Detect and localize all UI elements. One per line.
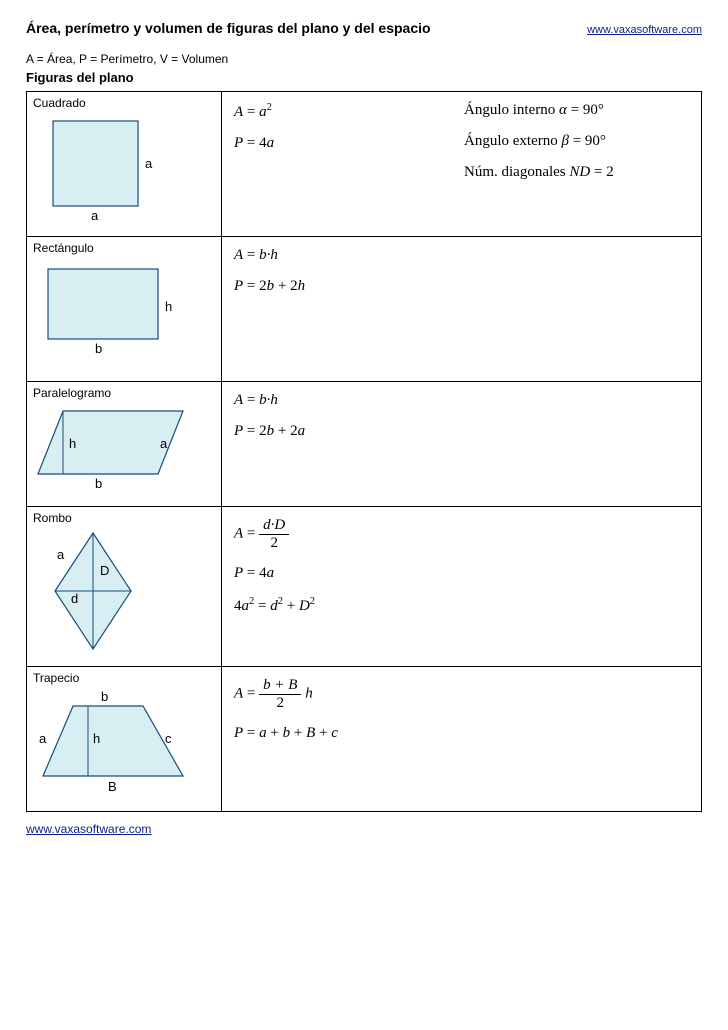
formula: P = 2b + 2a xyxy=(234,423,689,440)
label-h: h xyxy=(69,436,76,451)
formula: Ángulo interno α = 90° xyxy=(464,102,614,119)
shape-cell-paralelogramo: Paralelogramo h a b xyxy=(27,382,222,507)
shape-cell-rectangulo: Rectángulo h b xyxy=(27,237,222,382)
formula: P = 4a xyxy=(234,135,424,152)
section-title: Figuras del plano xyxy=(26,70,702,85)
table-row: Rectángulo h b A = b·h P = 2b + 2h xyxy=(27,237,702,382)
shape-name: Trapecio xyxy=(33,671,215,685)
footer-url-link[interactable]: www.vaxasoftware.com xyxy=(26,822,151,836)
formula: Núm. diagonales ND = 2 xyxy=(464,164,614,181)
formula: A = a2 xyxy=(234,102,424,121)
label-h: h xyxy=(93,731,100,746)
diagram-paralelogramo: h a b xyxy=(33,406,193,496)
page-title: Área, perímetro y volumen de figuras del… xyxy=(26,20,567,36)
label-a: a xyxy=(57,547,64,562)
formula: A = d·D2 xyxy=(234,517,689,551)
formula: P = 2b + 2h xyxy=(234,278,689,295)
label-b: b xyxy=(95,341,102,356)
header-row: Área, perímetro y volumen de figuras del… xyxy=(26,20,702,36)
formulas-cell-rectangulo: A = b·h P = 2b + 2h xyxy=(222,237,702,382)
label-d: d xyxy=(71,591,78,606)
formula: A = b·h xyxy=(234,392,689,409)
formula: P = a + b + B + c xyxy=(234,725,689,742)
formula: P = 4a xyxy=(234,565,689,582)
label-c: c xyxy=(165,731,172,746)
shape-name: Rombo xyxy=(33,511,215,525)
label-h: h xyxy=(165,299,172,314)
shape-cell-cuadrado: Cuadrado a a xyxy=(27,92,222,237)
label-B: B xyxy=(108,779,117,794)
label-a: a xyxy=(39,731,46,746)
table-row: Trapecio b a h c B A = b + B2 h P = a + … xyxy=(27,667,702,812)
formulas-cell-cuadrado: A = a2 P = 4a Ángulo interno α = 90° Áng… xyxy=(222,92,702,237)
diagram-cuadrado: a a xyxy=(33,116,193,226)
label-D: D xyxy=(100,563,109,578)
label-a: a xyxy=(160,436,167,451)
legend-text: A = Área, P = Perímetro, V = Volumen xyxy=(26,52,702,66)
formula: A = b·h xyxy=(234,247,689,264)
shape-name: Rectángulo xyxy=(33,241,215,255)
formula: 4a2 = d2 + D2 xyxy=(234,596,689,615)
table-row: Rombo a D d A = d·D2 P = 4a 4a2 = d2 + D… xyxy=(27,507,702,667)
figures-table: Cuadrado a a A = a2 P = 4a Ángulo intern… xyxy=(26,91,702,812)
square-icon xyxy=(33,116,193,226)
header-url-link[interactable]: www.vaxasoftware.com xyxy=(587,24,702,36)
shape-cell-trapecio: Trapecio b a h c B xyxy=(27,667,222,812)
formulas-cell-trapecio: A = b + B2 h P = a + b + B + c xyxy=(222,667,702,812)
diagram-trapecio: b a h c B xyxy=(33,691,193,801)
diagram-rectangulo: h b xyxy=(33,261,193,371)
label-b: b xyxy=(101,689,108,704)
formula: Ángulo externo β = 90° xyxy=(464,133,614,150)
label-b: b xyxy=(95,476,102,491)
table-row: Paralelogramo h a b A = b·h P = 2b + 2a xyxy=(27,382,702,507)
label-a-side: a xyxy=(145,156,152,171)
shape-name: Cuadrado xyxy=(33,96,215,110)
formula: A = b + B2 h xyxy=(234,677,689,711)
parallelogram-icon xyxy=(33,406,193,496)
trapezoid-icon xyxy=(33,691,203,801)
diagram-rombo: a D d xyxy=(33,531,193,656)
label-a-base: a xyxy=(91,208,98,223)
formulas-cell-rombo: A = d·D2 P = 4a 4a2 = d2 + D2 xyxy=(222,507,702,667)
shape-name: Paralelogramo xyxy=(33,386,215,400)
table-row: Cuadrado a a A = a2 P = 4a Ángulo intern… xyxy=(27,92,702,237)
shape-cell-rombo: Rombo a D d xyxy=(27,507,222,667)
formulas-cell-paralelogramo: A = b·h P = 2b + 2a xyxy=(222,382,702,507)
